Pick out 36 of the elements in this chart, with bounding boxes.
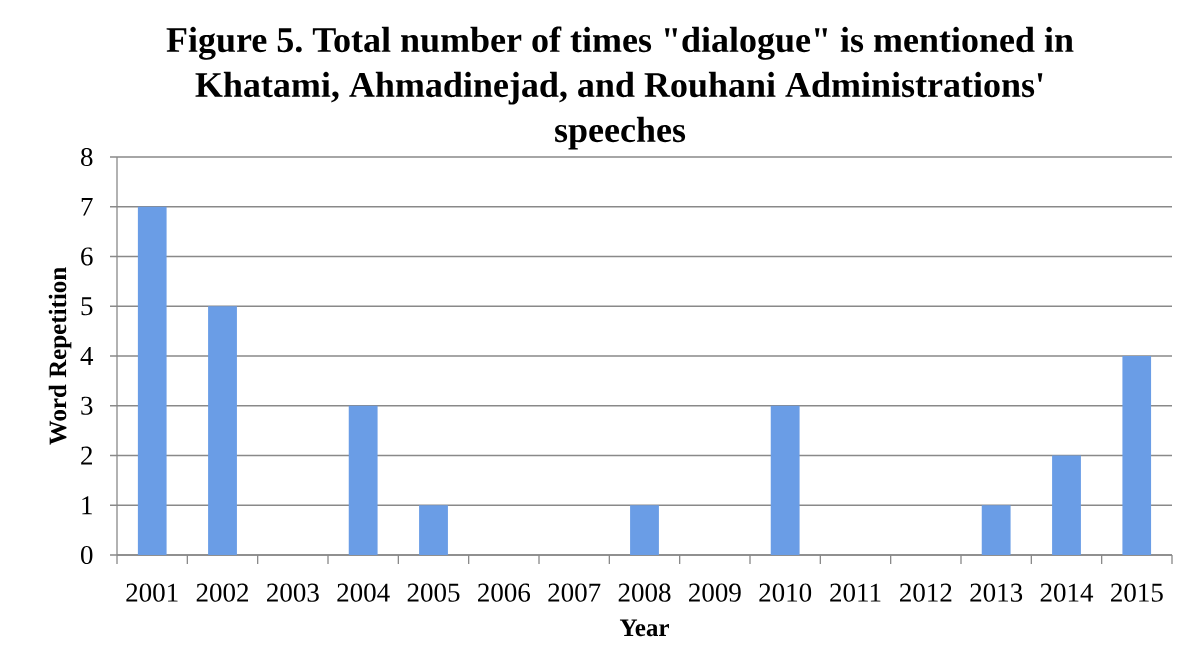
x-tick-label: 2008 [618, 583, 671, 602]
x-tick-label: 2014 [1040, 583, 1094, 602]
y-tick-label: 3 [81, 396, 93, 415]
y-tick-label: 5 [81, 297, 93, 316]
x-tick-label: 2001 [126, 583, 178, 602]
y-tick-label: 4 [80, 347, 94, 365]
y-tick-label: 8 [81, 147, 93, 167]
bar [348, 405, 378, 555]
x-tick-label: 2002 [196, 583, 249, 602]
bar [1052, 455, 1081, 555]
bar [208, 306, 237, 555]
y-tick-label: 6 [81, 247, 93, 266]
y-tick-label: 1 [82, 496, 92, 515]
bar [137, 206, 167, 555]
x-tick-label: 2007 [548, 583, 601, 602]
bar [770, 405, 800, 555]
x-axis-title: Year [619, 619, 669, 637]
x-tick-label: 2011 [830, 583, 881, 602]
x-tick-label: 2013 [970, 583, 1023, 602]
x-tick-label: 2003 [267, 583, 319, 602]
x-tick-label: 2006 [478, 583, 531, 602]
y-tick-label: 7 [81, 197, 93, 216]
y-axis-title: Word Repetition [48, 267, 72, 445]
x-tick-label: 2005 [407, 583, 460, 602]
y-tick-label: 0 [81, 545, 93, 565]
bar [630, 505, 659, 555]
x-tick-label: 2009 [689, 583, 741, 602]
x-tick-label: 2015 [1111, 583, 1163, 602]
bar [1122, 356, 1152, 555]
x-tick-label: 2004 [337, 583, 390, 602]
x-tick-label: 2012 [900, 583, 952, 602]
x-tick-label: 2010 [759, 583, 812, 602]
bar [419, 505, 448, 555]
bar [981, 505, 1011, 555]
y-tick-label: 2 [81, 446, 92, 465]
chart-title: Figure 5. Total number of times "dialogue" is mentioned in Khatami, Ahmadinejad, and Rouhani Administrations' speeches [166, 26, 1074, 150]
